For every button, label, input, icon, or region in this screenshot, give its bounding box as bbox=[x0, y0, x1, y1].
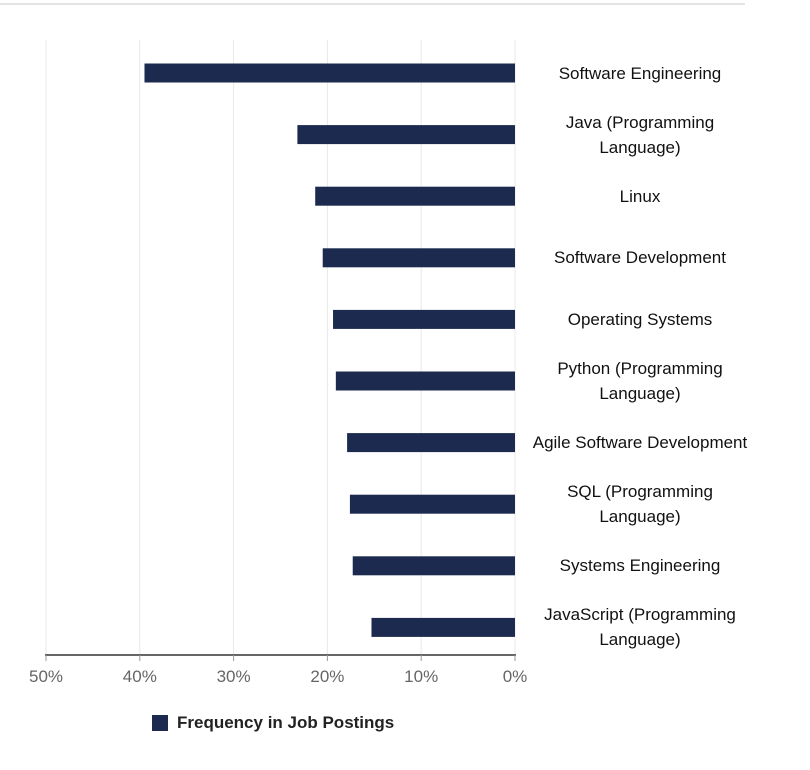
tick-label: 20% bbox=[310, 667, 344, 686]
legend-label: Frequency in Job Postings bbox=[177, 713, 395, 732]
bar bbox=[144, 63, 516, 83]
tick-label: 30% bbox=[217, 667, 251, 686]
category-label: Java (Programming Language) bbox=[565, 112, 715, 157]
category-label: Python (Programming Language) bbox=[557, 359, 723, 403]
bar bbox=[322, 248, 515, 268]
tick-label: 10% bbox=[404, 667, 438, 686]
bar bbox=[335, 371, 515, 391]
bar bbox=[371, 617, 515, 637]
tick-label: 0% bbox=[503, 667, 528, 686]
top-divider bbox=[0, 3, 745, 5]
category-label: Software Engineering bbox=[558, 63, 722, 83]
category-label: Systems Engineering bbox=[559, 556, 721, 576]
bar bbox=[352, 556, 515, 576]
category-label: Operating Systems bbox=[567, 309, 713, 329]
x-axis-ticks: 50% 40% 30% 20% 10% 0% bbox=[29, 655, 527, 686]
category-label: Linux bbox=[619, 186, 661, 206]
bar bbox=[315, 186, 515, 206]
bar-chart: 50% 40% 30% 20% 10% 0% bbox=[29, 40, 527, 686]
bar bbox=[349, 494, 515, 514]
category-label: Agile Software Development bbox=[532, 433, 748, 453]
category-label: Software Development bbox=[554, 248, 726, 268]
category-label: JavaScript (Programming Language) bbox=[544, 605, 736, 650]
legend: Frequency in Job Postings bbox=[152, 713, 394, 733]
bar bbox=[333, 309, 515, 329]
tick-label: 50% bbox=[29, 667, 63, 686]
bar bbox=[347, 433, 515, 453]
bars bbox=[144, 63, 516, 637]
legend-swatch bbox=[152, 715, 168, 731]
category-label: SQL (Programming Language) bbox=[567, 482, 713, 527]
tick-label: 40% bbox=[123, 667, 157, 686]
bar bbox=[297, 125, 515, 145]
